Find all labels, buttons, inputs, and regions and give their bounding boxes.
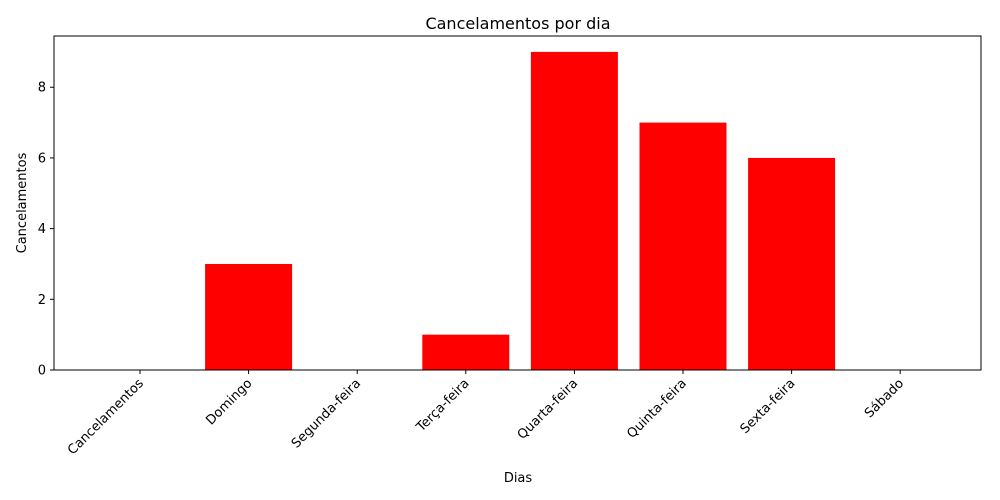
y-tick-label: 0 bbox=[38, 364, 46, 379]
bars-group bbox=[205, 51, 836, 371]
x-axis: Cancelamentos Domingo Segunda-feira Terça-f… bbox=[65, 370, 907, 458]
bar bbox=[205, 263, 293, 370]
y-tick-label: 4 bbox=[38, 222, 46, 237]
bar bbox=[422, 334, 510, 370]
y-axis: 0 2 4 6 8 bbox=[38, 81, 54, 379]
y-tick-label: 6 bbox=[38, 151, 46, 166]
y-tick-label: 2 bbox=[38, 293, 46, 308]
x-tick-label: Cancelamentos bbox=[65, 376, 147, 458]
x-tick-label: Terça-feira bbox=[413, 376, 472, 435]
x-axis-label: Dias bbox=[504, 471, 533, 486]
x-tick-label: Segunda-feira bbox=[289, 376, 364, 451]
x-tick-label: Sábado bbox=[862, 376, 907, 421]
y-axis-label: Cancelamentos bbox=[15, 152, 30, 253]
chart-title: Cancelamentos por dia bbox=[425, 14, 610, 33]
y-tick-label: 8 bbox=[38, 81, 46, 96]
bar bbox=[748, 157, 836, 370]
x-tick-label: Quinta-feira bbox=[624, 376, 689, 441]
bar bbox=[530, 51, 618, 371]
x-tick-label: Domingo bbox=[203, 376, 255, 428]
bar bbox=[639, 122, 727, 370]
plot-frame bbox=[53, 35, 982, 371]
x-tick-label: Quarta-feira bbox=[515, 376, 582, 443]
x-tick-label: Sexta-feira bbox=[738, 376, 799, 437]
